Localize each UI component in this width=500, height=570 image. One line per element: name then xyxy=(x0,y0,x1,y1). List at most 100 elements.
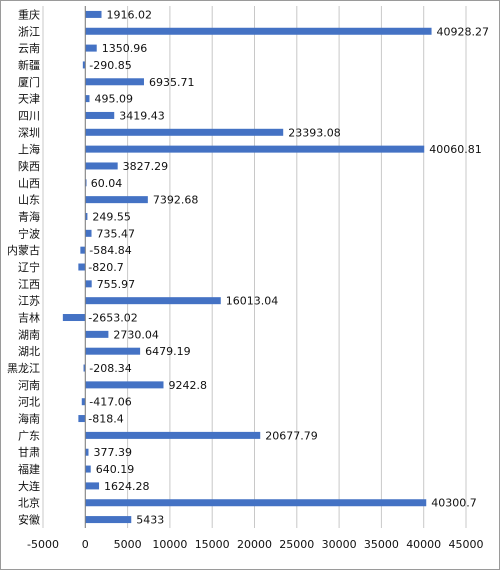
category-label: 吉林 xyxy=(18,311,40,325)
bar xyxy=(85,482,100,490)
category-label: 黑龙江 xyxy=(7,362,40,375)
category-label: 河北 xyxy=(18,396,40,409)
value-label: 640.19 xyxy=(96,463,134,476)
bar xyxy=(85,431,261,439)
bar xyxy=(85,111,115,119)
category-label: 深圳 xyxy=(18,126,40,139)
x-tick-label: -5000 xyxy=(27,538,59,551)
category-label: 大连 xyxy=(18,479,40,493)
value-label: 40300.7 xyxy=(431,497,477,510)
x-tick-label: 10000 xyxy=(152,538,187,551)
value-label: 3827.29 xyxy=(123,160,168,173)
bars xyxy=(62,10,432,524)
value-label: 755.97 xyxy=(97,278,135,291)
value-label: 5433 xyxy=(136,514,164,527)
value-label: -818.4 xyxy=(88,413,123,426)
bar xyxy=(85,10,102,18)
bar xyxy=(85,95,90,103)
value-label: 6935.71 xyxy=(149,76,195,89)
value-label: 40060.81 xyxy=(429,143,482,156)
value-label: 3419.43 xyxy=(119,109,165,122)
category-label: 福建 xyxy=(18,462,40,476)
x-tick-label: 0 xyxy=(82,538,89,551)
value-label: 1916.02 xyxy=(107,8,152,21)
bar xyxy=(85,78,144,86)
category-label: 青海 xyxy=(18,209,40,223)
bar xyxy=(85,44,97,52)
bar xyxy=(85,229,92,237)
value-label: 249.55 xyxy=(92,210,131,223)
category-label: 云南 xyxy=(18,42,40,55)
value-label: 7392.68 xyxy=(153,194,199,207)
value-label: -820.7 xyxy=(88,261,123,274)
category-label: 陕西 xyxy=(18,159,40,173)
value-label: 1350.96 xyxy=(102,42,148,55)
value-label: 6479.19 xyxy=(145,345,191,358)
category-label: 湖南 xyxy=(18,328,40,341)
value-label: -208.34 xyxy=(89,362,131,375)
bar xyxy=(85,297,221,305)
value-label: 40928.27 xyxy=(437,25,490,38)
x-tick-label: 45000 xyxy=(449,538,484,551)
bar xyxy=(85,196,148,204)
bar xyxy=(85,465,91,473)
x-tick-label: 35000 xyxy=(364,538,399,551)
bar xyxy=(83,364,86,372)
category-label: 天津 xyxy=(18,93,40,106)
category-label: 四川 xyxy=(18,109,40,122)
bar xyxy=(62,314,86,322)
x-axis-tick-labels: -5000 0 5000 10000 15000 20000 25000 30000 35000… xyxy=(27,538,483,551)
value-label: 16013.04 xyxy=(226,295,279,308)
x-tick-label: 15000 xyxy=(195,538,230,551)
category-label: 北京 xyxy=(18,496,40,510)
bar xyxy=(85,145,425,153)
category-label: 上海 xyxy=(18,142,40,156)
value-label: -2653.02 xyxy=(88,312,137,325)
value-label: 735.47 xyxy=(97,227,136,240)
bar xyxy=(81,398,86,406)
bar xyxy=(78,263,86,271)
category-label: 江西 xyxy=(18,278,40,291)
category-label: 山东 xyxy=(18,194,40,207)
category-label: 辽宁 xyxy=(18,260,40,274)
category-label: 新疆 xyxy=(18,58,40,72)
bar xyxy=(78,415,86,423)
bar xyxy=(82,61,86,69)
value-label: -584.84 xyxy=(89,244,131,257)
value-label: 23393.08 xyxy=(288,126,341,139)
bar xyxy=(85,448,89,456)
x-tick-label: 5000 xyxy=(114,538,142,551)
category-label: 山西 xyxy=(18,177,40,190)
bar xyxy=(85,330,109,338)
x-tick-label: 40000 xyxy=(406,538,441,551)
category-label: 重庆 xyxy=(18,7,40,21)
x-tick-label: 30000 xyxy=(322,538,357,551)
x-tick-label: 20000 xyxy=(237,538,272,551)
category-labels: 重庆浙江云南新疆厦门天津四川深圳上海陕西山西山东青海宁波内蒙古辽宁江西江苏吉林湖… xyxy=(7,7,40,526)
category-label: 海南 xyxy=(18,412,40,426)
bar xyxy=(85,381,164,389)
bar xyxy=(85,128,284,136)
bar xyxy=(85,162,118,170)
bar xyxy=(85,280,92,288)
value-label: 20677.79 xyxy=(265,429,318,442)
category-label: 厦门 xyxy=(18,75,40,89)
category-label: 广东 xyxy=(18,429,40,442)
category-label: 浙江 xyxy=(18,25,40,38)
bar xyxy=(85,516,132,524)
value-label: 60.04 xyxy=(91,177,123,190)
x-tick-label: 25000 xyxy=(279,538,314,551)
value-label: 2730.04 xyxy=(113,328,159,341)
value-label: 9242.8 xyxy=(168,379,207,392)
value-label: 495.09 xyxy=(94,93,133,106)
category-label: 甘肃 xyxy=(18,446,40,459)
bar xyxy=(80,246,86,254)
value-label: -290.85 xyxy=(89,59,131,72)
category-label: 江苏 xyxy=(18,295,40,308)
bar xyxy=(85,499,427,507)
value-label: 377.39 xyxy=(93,446,132,459)
value-label: 1624.28 xyxy=(104,480,150,493)
